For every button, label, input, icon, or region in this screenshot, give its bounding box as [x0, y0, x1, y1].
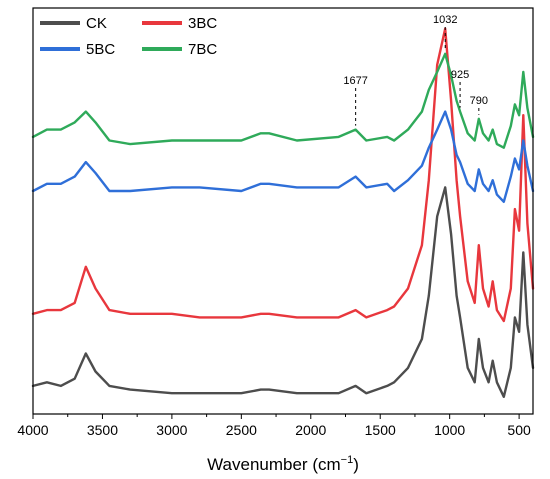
legend-label-7bc: 7BC: [188, 41, 217, 58]
legend-label-5bc: 5BC: [86, 41, 115, 58]
legend-label-3bc: 3BC: [188, 15, 217, 32]
x-tick-label-1500: 1500: [365, 422, 396, 438]
peak-label-925: 925: [451, 69, 469, 81]
series-line-ck: [31, 186, 535, 398]
legend-label-ck: CK: [86, 15, 107, 32]
series-line-7bc: [31, 52, 535, 149]
legend: CK 3BC 5BC 7BC: [40, 15, 217, 58]
x-tick-label-3500: 3500: [87, 422, 118, 438]
plot-frame: [32, 7, 534, 415]
peak-label-1032: 1032: [433, 14, 457, 26]
x-tick-label-2000: 2000: [295, 422, 326, 438]
x-tick-label-1000: 1000: [434, 422, 465, 438]
peak-label-790: 790: [470, 95, 488, 107]
x-tick-label-500: 500: [507, 422, 531, 438]
x-tick-label-2500: 2500: [226, 422, 257, 438]
x-tick-label-4000: 4000: [17, 422, 48, 438]
x-tick-label-3000: 3000: [156, 422, 187, 438]
series-line-3bc: [31, 27, 535, 323]
series-line-5bc: [31, 110, 535, 203]
annotation-layer: 1677 1032 925 790: [343, 14, 488, 126]
peak-label-1677: 1677: [343, 75, 367, 87]
series-layer: [31, 27, 535, 398]
x-axis-ticks: 4000 3500 3000 2500 2000 1500 1000 500: [17, 414, 531, 438]
x-axis-label: Wavenumber (cm−1): [207, 454, 359, 474]
